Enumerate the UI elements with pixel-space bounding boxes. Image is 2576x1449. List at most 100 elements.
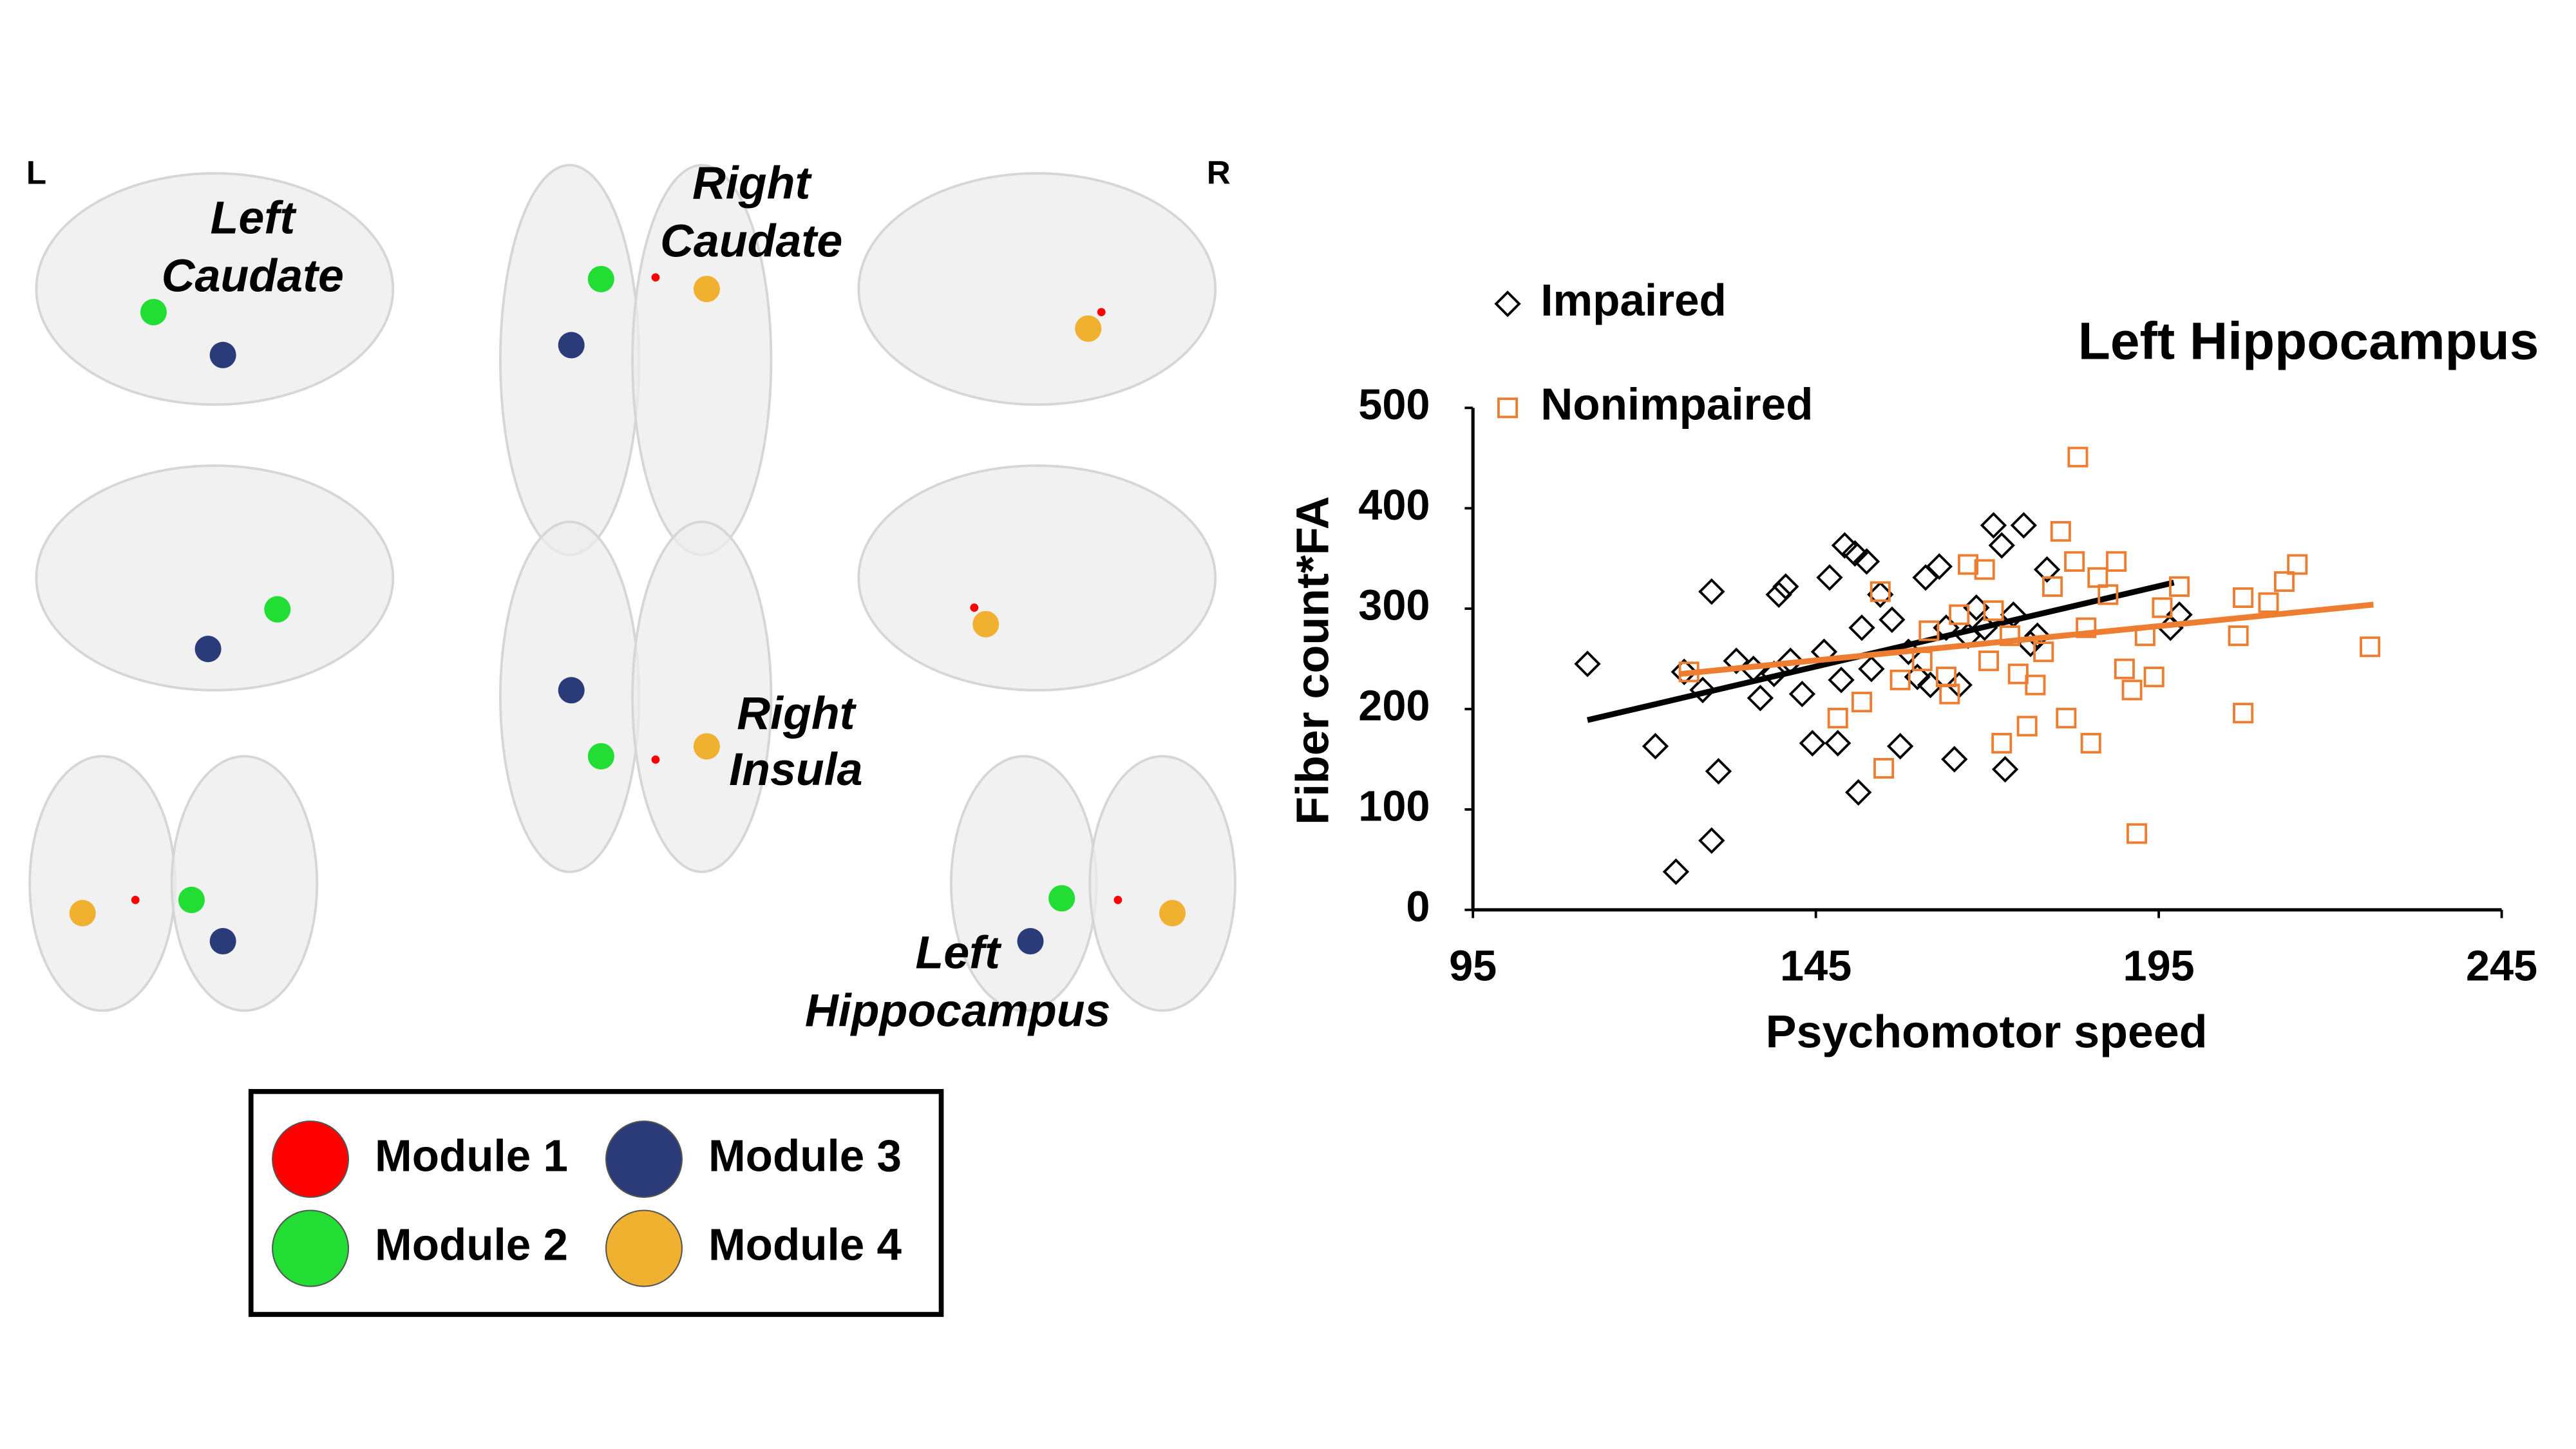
region-label: Hippocampus — [805, 985, 1111, 1036]
y-axis-label: Fiber count*FA — [1287, 496, 1339, 824]
point — [1853, 548, 1880, 575]
side-label: L — [26, 154, 46, 191]
point — [1988, 532, 2015, 559]
region-label: Insula — [729, 744, 862, 795]
point — [2076, 617, 2097, 638]
point — [2114, 658, 2135, 679]
brain-lateral-right — [857, 172, 1217, 406]
brain-lateral-left — [35, 172, 395, 406]
point — [2067, 446, 2088, 468]
brain-nodes — [69, 265, 1186, 955]
chart-title: Left Hippocampus — [2078, 312, 2539, 371]
legend-label: Impaired — [1540, 275, 1727, 325]
point — [2287, 554, 2308, 575]
legend-swatch — [605, 1209, 683, 1287]
node — [209, 341, 236, 368]
node — [1075, 315, 1102, 342]
node — [1159, 900, 1186, 927]
point — [1870, 581, 1891, 602]
node — [131, 896, 140, 904]
point — [1851, 692, 1873, 713]
point — [2087, 567, 2108, 588]
point — [1926, 553, 1953, 580]
point — [1858, 655, 1885, 683]
point — [1827, 708, 1848, 729]
point — [1918, 620, 1940, 641]
y-tick-label: 0 — [1406, 883, 1430, 931]
point — [2000, 625, 2021, 647]
node — [1017, 928, 1044, 955]
node — [558, 332, 585, 359]
point — [2016, 715, 2038, 737]
point — [2360, 636, 2381, 658]
y-tick-label: 500 — [1358, 381, 1430, 429]
x-tick-label: 95 — [1449, 943, 1497, 990]
point — [1949, 604, 1970, 625]
point — [1824, 730, 1852, 757]
region-label: Right — [692, 158, 812, 209]
point — [2233, 587, 2254, 609]
point — [1974, 559, 1995, 580]
point — [1867, 581, 1894, 608]
brain-medial-left — [35, 464, 395, 692]
y-tick-label: 300 — [1358, 582, 1430, 630]
legend-label: Module 1 — [375, 1130, 568, 1180]
brain-coronal-left — [170, 755, 319, 1012]
point — [2007, 663, 2029, 685]
trend-line — [1680, 601, 2374, 677]
point — [2033, 641, 2054, 663]
point — [2010, 512, 2038, 539]
point — [1765, 581, 1792, 608]
scatter-chart: Left Hippocampus Psychomotor speed Fiber… — [1287, 275, 2539, 1058]
point — [1845, 779, 1872, 806]
point — [2169, 576, 2190, 597]
module-legend-box — [248, 1089, 944, 1317]
point — [2050, 521, 2071, 542]
legend-swatch — [272, 1209, 350, 1287]
region-label: Caudate — [162, 250, 344, 301]
point — [2056, 708, 2077, 729]
point — [1723, 647, 1750, 674]
node — [140, 299, 167, 326]
point — [1941, 746, 1968, 773]
point — [1912, 564, 1939, 591]
point — [1991, 733, 2012, 754]
point — [2064, 551, 2085, 572]
region-label: Left — [211, 193, 298, 244]
node — [264, 596, 291, 623]
region-label: Right — [737, 688, 857, 739]
point — [2025, 674, 2046, 696]
y-tick-label: 200 — [1358, 683, 1430, 730]
node — [178, 886, 205, 913]
region-label: Left — [915, 927, 1002, 979]
node — [1097, 308, 1106, 317]
brain-coronal-left — [28, 755, 176, 1012]
point — [1671, 658, 1698, 686]
y-tick-label: 400 — [1358, 482, 1430, 529]
node — [194, 636, 222, 663]
point — [1831, 532, 1859, 559]
brain-medial-right — [857, 464, 1217, 692]
point — [2080, 733, 2101, 754]
x-tick-label: 245 — [2466, 943, 2537, 990]
brain-views — [28, 164, 1236, 1012]
point — [1574, 650, 1601, 677]
point — [1705, 758, 1732, 785]
point — [1841, 540, 1869, 567]
point — [2152, 597, 2173, 618]
point — [2273, 571, 2295, 592]
y-tick-label: 100 — [1358, 783, 1430, 831]
point — [1689, 676, 1716, 704]
point — [2033, 556, 2061, 583]
brain-axial-top — [499, 164, 641, 556]
node — [972, 611, 999, 638]
point — [1662, 858, 1690, 886]
side-label: R — [1207, 154, 1231, 191]
point — [1747, 685, 1774, 712]
point — [2233, 703, 2254, 724]
point — [2228, 625, 2249, 647]
x-tick-label: 195 — [2123, 943, 2195, 990]
point — [1698, 827, 1725, 854]
point — [2098, 584, 2119, 605]
